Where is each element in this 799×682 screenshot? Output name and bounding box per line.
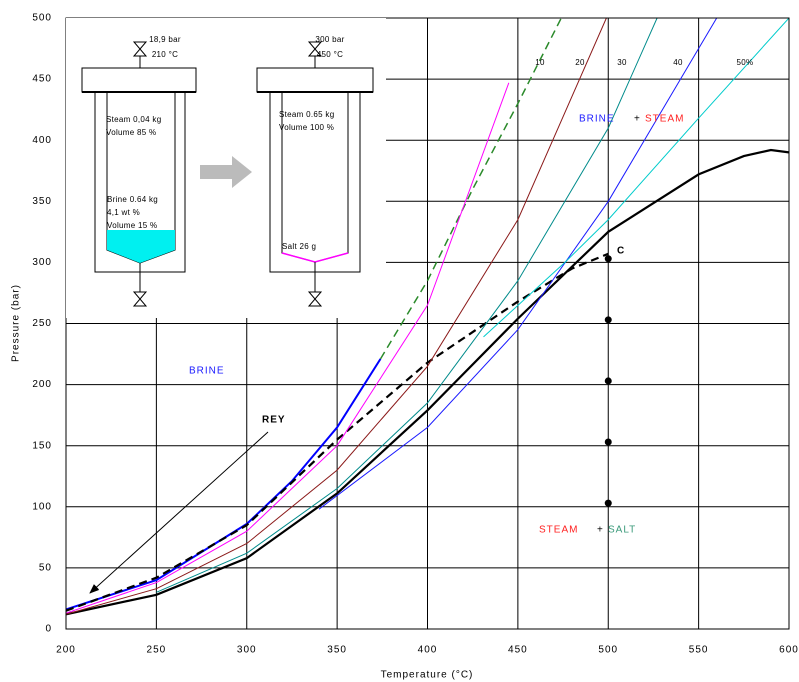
y-tick-label: 400 bbox=[32, 135, 52, 146]
x-tick-label: 350 bbox=[327, 645, 347, 656]
y-tick-label: 150 bbox=[32, 440, 52, 451]
curve-label: 20 bbox=[575, 58, 585, 67]
y-tick-label: 50 bbox=[39, 563, 52, 574]
inset-label: Salt 26 g bbox=[282, 242, 316, 251]
annotation: SALT bbox=[608, 525, 636, 536]
inset-label: Volume 100 % bbox=[279, 123, 334, 132]
plot-frame bbox=[65, 17, 790, 630]
inset-label: 300 bar bbox=[315, 35, 344, 44]
annotation: BRINE bbox=[579, 114, 615, 125]
curve-label: 30 bbox=[617, 58, 627, 67]
x-axis-label: Temperature (°C) bbox=[381, 670, 474, 681]
y-tick-label: 250 bbox=[32, 318, 52, 329]
curve-label: 50% bbox=[737, 58, 754, 67]
inset-label: 450 °C bbox=[317, 50, 343, 59]
curve bbox=[156, 18, 658, 593]
y-tick-label: 300 bbox=[32, 257, 52, 268]
x-tick-label: 450 bbox=[508, 645, 528, 656]
annotation: C bbox=[617, 246, 625, 257]
data-point bbox=[604, 499, 612, 507]
annotation: + bbox=[634, 114, 641, 125]
annotation: + bbox=[597, 525, 604, 536]
x-tick-label: 600 bbox=[779, 645, 799, 656]
annotation: STEAM bbox=[539, 525, 578, 536]
rey-arrow bbox=[89, 431, 269, 594]
y-axis-label: Pressure (bar) bbox=[11, 284, 22, 362]
inset-label: Volume 15 % bbox=[107, 221, 157, 230]
annotation: BRINE bbox=[189, 366, 225, 377]
inset-drawing bbox=[66, 18, 386, 318]
y-tick-label: 0 bbox=[45, 624, 52, 635]
x-tick-label: 550 bbox=[689, 645, 709, 656]
curve bbox=[318, 18, 718, 510]
curve bbox=[483, 18, 789, 338]
inset-label: Steam 0,04 kg bbox=[106, 115, 162, 124]
curve-label: 10 bbox=[535, 58, 545, 67]
curve bbox=[66, 148, 789, 616]
inset-label: Volume 85 % bbox=[106, 128, 156, 137]
curve bbox=[66, 358, 382, 611]
inset-label: 210 °C bbox=[152, 50, 178, 59]
annotation: STEAM bbox=[645, 114, 684, 125]
data-point bbox=[604, 438, 612, 446]
curve bbox=[66, 252, 609, 612]
inset-label: 18,9 bar bbox=[149, 35, 181, 44]
y-tick-label: 500 bbox=[32, 13, 52, 24]
x-tick-label: 250 bbox=[147, 645, 167, 656]
y-tick-label: 450 bbox=[32, 74, 52, 85]
x-tick-label: 200 bbox=[56, 645, 76, 656]
y-tick-label: 200 bbox=[32, 379, 52, 390]
x-tick-label: 500 bbox=[598, 645, 618, 656]
curve bbox=[66, 18, 607, 615]
inset-label: Brine 0.64 kg bbox=[107, 195, 158, 204]
curve bbox=[379, 18, 562, 360]
data-point bbox=[604, 255, 612, 263]
annotation: REY bbox=[262, 415, 286, 426]
y-tick-label: 350 bbox=[32, 196, 52, 207]
inset-label: Steam 0.65 kg bbox=[279, 110, 335, 119]
y-tick-label: 100 bbox=[32, 501, 52, 512]
data-point bbox=[604, 316, 612, 324]
x-tick-label: 400 bbox=[418, 645, 438, 656]
curve-label: 40 bbox=[673, 58, 683, 67]
curve bbox=[66, 82, 510, 614]
data-point bbox=[604, 377, 612, 385]
inset-label: 4,1 wt % bbox=[107, 208, 140, 217]
x-tick-label: 300 bbox=[237, 645, 257, 656]
